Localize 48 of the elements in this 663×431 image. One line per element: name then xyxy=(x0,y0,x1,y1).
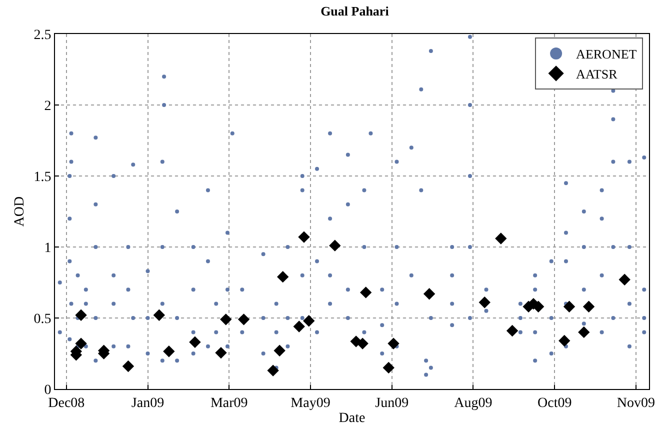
point xyxy=(506,324,518,337)
point xyxy=(75,309,87,322)
point xyxy=(423,288,436,300)
point xyxy=(122,360,134,372)
point xyxy=(298,231,310,243)
point xyxy=(274,344,286,357)
point xyxy=(563,300,576,312)
y-tick-label: 1 xyxy=(44,240,52,256)
point xyxy=(582,300,595,312)
point xyxy=(215,346,227,359)
point xyxy=(478,296,490,308)
x-tick-label: Mar09 xyxy=(210,396,248,411)
point xyxy=(360,286,372,298)
point xyxy=(153,309,165,322)
legend-label: AATSR xyxy=(576,66,618,82)
x-tick-label: Oct09 xyxy=(538,396,572,411)
point xyxy=(356,338,368,350)
point xyxy=(220,314,232,326)
chart-title: Gual Pahari xyxy=(320,4,390,19)
x-tick-label: Dec08 xyxy=(48,396,85,411)
x-tick-label: Jun09 xyxy=(375,396,409,411)
point xyxy=(238,314,250,326)
y-tick-label: 2.5 xyxy=(34,28,52,43)
point xyxy=(75,338,87,350)
point xyxy=(267,364,279,376)
point xyxy=(329,240,341,252)
point xyxy=(303,314,315,327)
point xyxy=(382,362,394,374)
point xyxy=(578,326,590,338)
y-tick-label: 0 xyxy=(44,382,52,398)
point xyxy=(388,338,400,350)
y-tick-label: 2 xyxy=(44,98,52,114)
point xyxy=(558,334,570,347)
x-tick-label: Aug09 xyxy=(454,396,492,411)
x-tick-label: Jan09 xyxy=(131,396,164,411)
x-tick-label: Nov09 xyxy=(616,396,656,411)
y-tick-label: 0.5 xyxy=(34,312,52,327)
x-axis-title: Date xyxy=(338,411,366,426)
point xyxy=(293,320,305,332)
point xyxy=(276,270,289,283)
y-axis-title: AOD xyxy=(12,196,28,227)
point xyxy=(495,232,507,244)
point xyxy=(189,336,201,348)
legend-label: AERONET xyxy=(576,46,637,62)
x-tick-label: May09 xyxy=(290,396,330,411)
point xyxy=(163,346,175,358)
y-tick-label: 1.5 xyxy=(34,170,52,185)
point xyxy=(618,274,630,286)
